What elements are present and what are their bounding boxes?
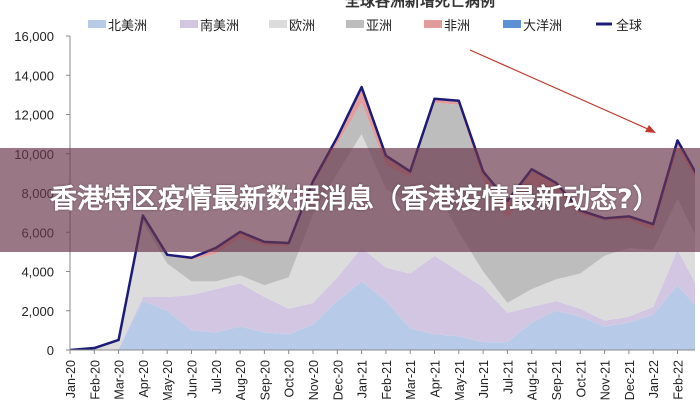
x-tick-label: Jul-21 <box>501 360 515 394</box>
x-tick-label: Oct-21 <box>574 360 588 398</box>
x-tick-label: Jan-20 <box>64 360 78 398</box>
x-tick-label: Nov-20 <box>307 360 321 400</box>
area-1 <box>70 281 695 350</box>
x-axis: Jan-20 Feb-20 Mar-20 Apr-20 May-20 Jun-20 Jul-… <box>64 349 695 400</box>
trend-arrow-head <box>645 125 656 133</box>
y-tick-label: 4,000 <box>21 265 54 280</box>
y-tick-label: 14,000 <box>14 68 54 83</box>
legend-swatch <box>88 20 106 28</box>
x-tick-label: Jun-20 <box>186 360 200 398</box>
x-tick-label: Jun-21 <box>477 360 491 398</box>
legend-label: 欧洲 <box>289 18 315 33</box>
x-tick-label: Feb-21 <box>380 360 394 400</box>
trend-arrow <box>469 49 651 131</box>
x-tick-label: Apr-20 <box>137 360 151 398</box>
y-tick-label: 2,000 <box>21 304 54 319</box>
area-2 <box>70 247 695 350</box>
x-tick-label: Dec-20 <box>331 360 345 400</box>
x-tick-label: Oct-20 <box>283 360 297 398</box>
legend-swatch <box>269 20 287 28</box>
x-tick-label: Aug-20 <box>234 360 248 400</box>
x-tick-label: Mar-21 <box>404 360 418 400</box>
legend-swatch <box>180 20 198 28</box>
x-tick-label: Jan-22 <box>647 360 661 398</box>
legend-label: 全球 <box>616 18 642 33</box>
x-tick-label: Aug-21 <box>526 360 540 400</box>
chart-title: 全球各洲新增死亡病例 <box>344 0 495 10</box>
x-tick-label: Nov-21 <box>599 360 613 400</box>
x-tick-label: Feb-20 <box>88 360 102 400</box>
y-tick-label: 12,000 <box>14 108 54 123</box>
x-tick-label: Mar-20 <box>113 360 127 400</box>
x-tick-label: Jul-20 <box>210 360 224 394</box>
x-tick-label: May-20 <box>161 360 175 400</box>
legend-label: 大洋洲 <box>523 18 562 33</box>
legend-swatch <box>346 20 364 28</box>
x-tick-label: May-21 <box>453 360 467 400</box>
legend-label: 北美洲 <box>108 18 147 33</box>
x-tick-label: Jan-21 <box>356 360 370 398</box>
headline-text: 香港特区疫情最新数据消息（香港疫情最新动态?） <box>50 184 660 215</box>
legend-label: 南美洲 <box>200 18 239 33</box>
x-tick-label: Feb-22 <box>672 360 686 400</box>
legend-swatch <box>424 20 442 28</box>
x-tick-label: Dec-21 <box>623 360 637 400</box>
legend-label: 亚洲 <box>366 18 392 33</box>
legend: 北美洲 南美洲 欧洲 亚洲 非洲 大洋洲 全球 <box>88 18 642 33</box>
x-tick-label: Sep-21 <box>550 360 564 400</box>
y-tick-label: 16,000 <box>14 29 54 44</box>
legend-label: 非洲 <box>444 18 470 33</box>
y-tick-label: 0 <box>47 343 54 358</box>
headline-banner: 香港特区疫情最新数据消息（香港疫情最新动态?） <box>0 148 700 252</box>
x-tick-label: Sep-20 <box>258 360 272 400</box>
legend-swatch <box>503 20 521 28</box>
x-tick-label: Apr-21 <box>429 360 443 398</box>
